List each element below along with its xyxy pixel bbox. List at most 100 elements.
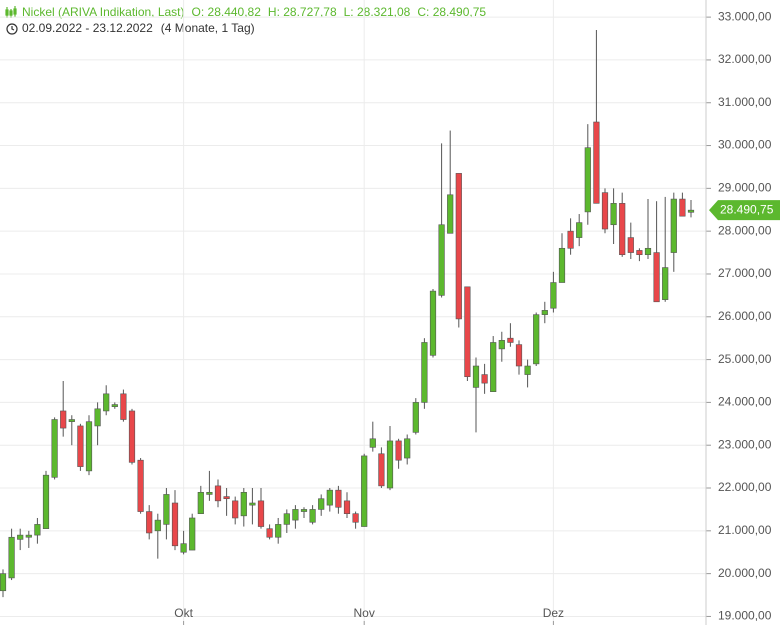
candle-body bbox=[111, 404, 118, 407]
candle-body bbox=[34, 524, 41, 536]
clock-icon bbox=[6, 23, 18, 35]
period: (4 Monate, 1 Tag) bbox=[161, 21, 255, 35]
candle-body bbox=[421, 342, 428, 403]
candle-body bbox=[292, 509, 299, 521]
y-tick-label: 25.000,00 bbox=[718, 352, 772, 366]
candle-body bbox=[120, 393, 127, 420]
chart-icon bbox=[5, 6, 17, 18]
candle-body bbox=[524, 365, 531, 375]
candle-body bbox=[266, 528, 273, 538]
candle-body bbox=[541, 310, 548, 315]
candle-body bbox=[0, 573, 7, 592]
header-value: C: 28.490,75 bbox=[417, 5, 486, 19]
candle-body bbox=[42, 474, 50, 529]
candle-body bbox=[610, 203, 617, 226]
candle-body bbox=[68, 419, 75, 422]
candle-body bbox=[326, 489, 333, 506]
candle-body bbox=[601, 192, 609, 230]
candle-body bbox=[498, 340, 505, 350]
candle-body bbox=[533, 314, 540, 365]
candle-body bbox=[275, 524, 282, 538]
grid bbox=[0, 0, 706, 621]
candle-body bbox=[404, 438, 411, 459]
candle-body bbox=[17, 534, 24, 540]
candle-body bbox=[412, 402, 419, 433]
y-tick-label: 29.000,00 bbox=[718, 181, 772, 195]
y-tick-label: 20.000,00 bbox=[718, 566, 772, 580]
candle-body bbox=[240, 491, 247, 517]
candle-body bbox=[232, 500, 239, 519]
candle-body bbox=[490, 342, 497, 392]
candle-body bbox=[343, 500, 351, 514]
candle-body bbox=[687, 209, 695, 213]
price-badge bbox=[709, 200, 780, 221]
candle-body bbox=[154, 519, 161, 532]
candle-body bbox=[515, 344, 523, 367]
y-tick-label: 27.000,00 bbox=[718, 266, 772, 280]
candle-body bbox=[619, 203, 626, 256]
price-label: 28.490,75 bbox=[720, 202, 774, 216]
x-tick-label: Nov bbox=[354, 606, 375, 620]
header-value: L: 28.321,08 bbox=[344, 5, 411, 19]
candle-body bbox=[300, 509, 308, 512]
candle-body bbox=[146, 511, 153, 534]
candle-body bbox=[644, 247, 652, 256]
candle-body bbox=[189, 517, 196, 551]
candle-body bbox=[25, 534, 32, 538]
subtitle: 02.09.2022 - 23.12.2022 bbox=[22, 21, 153, 35]
candle-body bbox=[636, 250, 643, 256]
candle-body bbox=[171, 502, 179, 547]
candle-body bbox=[464, 286, 471, 378]
candle-body bbox=[481, 374, 488, 384]
candle-body bbox=[94, 408, 101, 427]
candle-body bbox=[386, 440, 394, 489]
y-tick-label: 24.000,00 bbox=[718, 395, 772, 409]
y-tick-label: 32.000,00 bbox=[718, 52, 772, 66]
y-tick-label: 26.000,00 bbox=[718, 309, 772, 323]
candle-body bbox=[137, 459, 144, 512]
header: Nickel (ARIVA Indikation, Last) O: 28.440… bbox=[5, 5, 486, 35]
candle-body bbox=[60, 410, 67, 429]
candle-body bbox=[180, 543, 187, 553]
x-tick-label: Okt bbox=[174, 606, 193, 620]
candle-body bbox=[249, 502, 256, 506]
candle-body bbox=[455, 173, 462, 320]
y-tick-label: 22.000,00 bbox=[718, 480, 772, 494]
candle-body bbox=[550, 282, 557, 309]
candle-body bbox=[447, 194, 454, 234]
candle-body bbox=[309, 509, 316, 523]
candle-body bbox=[438, 224, 445, 296]
candle-body bbox=[576, 222, 583, 238]
candle-body bbox=[507, 337, 514, 343]
y-tick-label: 21.000,00 bbox=[718, 523, 772, 537]
candle-body bbox=[214, 485, 222, 502]
x-tick-label: Dez bbox=[543, 606, 564, 620]
candle-body bbox=[567, 230, 574, 249]
date-range: 02.09.2022 - 23.12.2022 (4 Monate, 1 Tag) bbox=[22, 21, 255, 35]
candle-body bbox=[378, 453, 385, 487]
candle-body bbox=[318, 498, 325, 510]
candle-body bbox=[128, 410, 136, 463]
y-tick-label: 33.000,00 bbox=[718, 9, 772, 23]
candle-body bbox=[653, 252, 660, 303]
candle-body bbox=[77, 425, 84, 467]
candle-body bbox=[8, 536, 15, 579]
candle-body bbox=[472, 365, 480, 388]
candle-body bbox=[103, 393, 110, 412]
candle-body bbox=[429, 290, 437, 356]
title: Nickel (ARIVA Indikation, Last) bbox=[22, 5, 185, 19]
candle-body bbox=[627, 237, 634, 253]
candle-body bbox=[223, 496, 230, 500]
candle-body bbox=[257, 500, 265, 527]
candle-body bbox=[335, 489, 342, 508]
candle-body bbox=[369, 438, 376, 448]
candle-body bbox=[206, 491, 213, 495]
candle-body bbox=[662, 267, 669, 300]
candle-body bbox=[584, 147, 591, 213]
candle-body bbox=[283, 513, 290, 525]
candle-body bbox=[593, 121, 600, 204]
y-tick-label: 28.000,00 bbox=[718, 223, 772, 237]
header-value: H: 28.727,78 bbox=[268, 5, 337, 19]
header-value: O: 28.440,82 bbox=[192, 5, 262, 19]
